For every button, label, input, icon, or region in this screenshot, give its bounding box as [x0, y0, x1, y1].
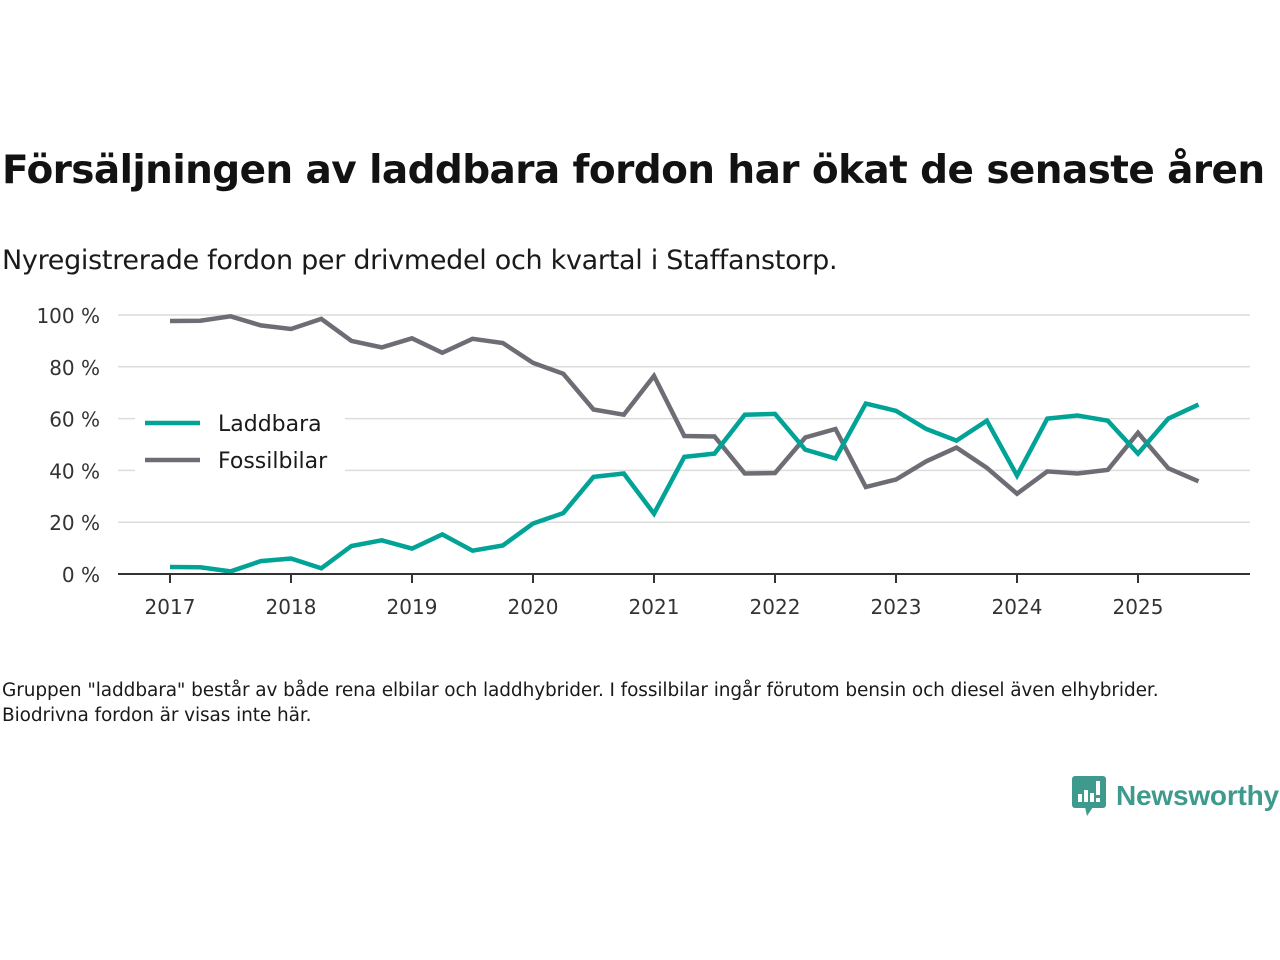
y-tick-label: 100 %	[36, 304, 100, 328]
line-chart: 0 % 20 % 40 % 60 % 80 % 100 % 2017 2018 2019 202…	[36, 304, 1250, 619]
x-tick-label: 2020	[508, 595, 559, 619]
brand-logo[interactable]: Newsworthy	[1072, 776, 1279, 816]
series-line-fossilbilar	[169, 314, 1200, 497]
x-axis: 2017 2018 2019 2020 2021 2022 2023 2024 2025	[118, 573, 1250, 619]
y-tick-label: 40 %	[49, 459, 100, 483]
brand-name: Newsworthy	[1116, 780, 1279, 811]
x-tick-label: 2019	[387, 595, 438, 619]
x-tick-label: 2023	[871, 595, 922, 619]
y-tick-label: 60 %	[49, 408, 100, 432]
legend: Laddbara Fossilbilar	[135, 402, 345, 482]
x-tick-label: 2022	[750, 595, 801, 619]
x-tick-label: 2025	[1113, 595, 1164, 619]
y-axis-labels: 0 % 20 % 40 % 60 % 80 % 100 %	[36, 304, 100, 587]
series-line-laddbara	[169, 401, 1200, 574]
chart-subtitle: Nyregistrerade fordon per drivmedel och …	[2, 245, 838, 276]
x-tick-label: 2017	[145, 595, 196, 619]
series-lines	[169, 314, 1200, 574]
legend-label: Laddbara	[218, 412, 322, 437]
footnote: Gruppen "laddbara" består av både rena e…	[2, 680, 1159, 726]
x-tick-label: 2018	[266, 595, 317, 619]
bar-chart-speech-bubble-icon	[1072, 776, 1106, 816]
chart-title: Försäljningen av laddbara fordon har öka…	[2, 148, 1265, 193]
y-tick-label: 80 %	[49, 356, 100, 380]
y-tick-label: 0 %	[62, 563, 100, 587]
y-tick-label: 20 %	[49, 511, 100, 535]
x-tick-label: 2024	[992, 595, 1043, 619]
legend-label: Fossilbilar	[218, 449, 328, 474]
x-tick-label: 2021	[629, 595, 680, 619]
legend-background	[135, 402, 345, 482]
